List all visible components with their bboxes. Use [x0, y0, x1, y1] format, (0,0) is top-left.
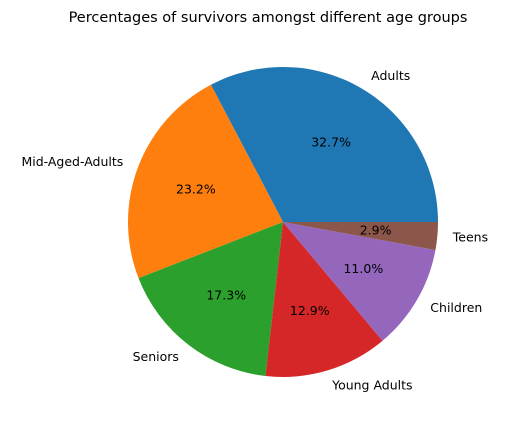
pie-slice-mid-aged-adults [127, 84, 283, 279]
pie-slice-adults [210, 66, 438, 222]
pie-slice-teens [283, 222, 439, 251]
slice-label-children: Children [430, 300, 482, 315]
pie-slice-young-adults [265, 222, 383, 377]
slice-label-seniors: Seniors [133, 349, 179, 364]
pct-label-young-adults: 12.9% [290, 303, 330, 318]
slice-label-adults: Adults [371, 68, 410, 83]
chart-title: Percentages of survivors amongst differe… [69, 10, 468, 26]
pct-label-seniors: 17.3% [206, 288, 246, 303]
pct-label-mid-aged-adults: 23.2% [176, 181, 216, 196]
pie-slices [127, 66, 439, 377]
slice-label-mid-aged-adults: Mid-Aged-Adults [21, 154, 123, 169]
pie-labels: Adults 32.7% Mid-Aged-Adults 23.2% Seniors 17… [21, 68, 488, 392]
pct-label-teens: 2.9% [360, 222, 392, 237]
pie-slice-children [283, 222, 436, 341]
slice-label-teens: Teens [452, 230, 488, 245]
pct-label-adults: 32.7% [311, 134, 351, 149]
slice-label-young-adults: Young Adults [331, 377, 412, 392]
pct-label-children: 11.0% [343, 261, 383, 276]
pie-slice-seniors [138, 222, 283, 377]
